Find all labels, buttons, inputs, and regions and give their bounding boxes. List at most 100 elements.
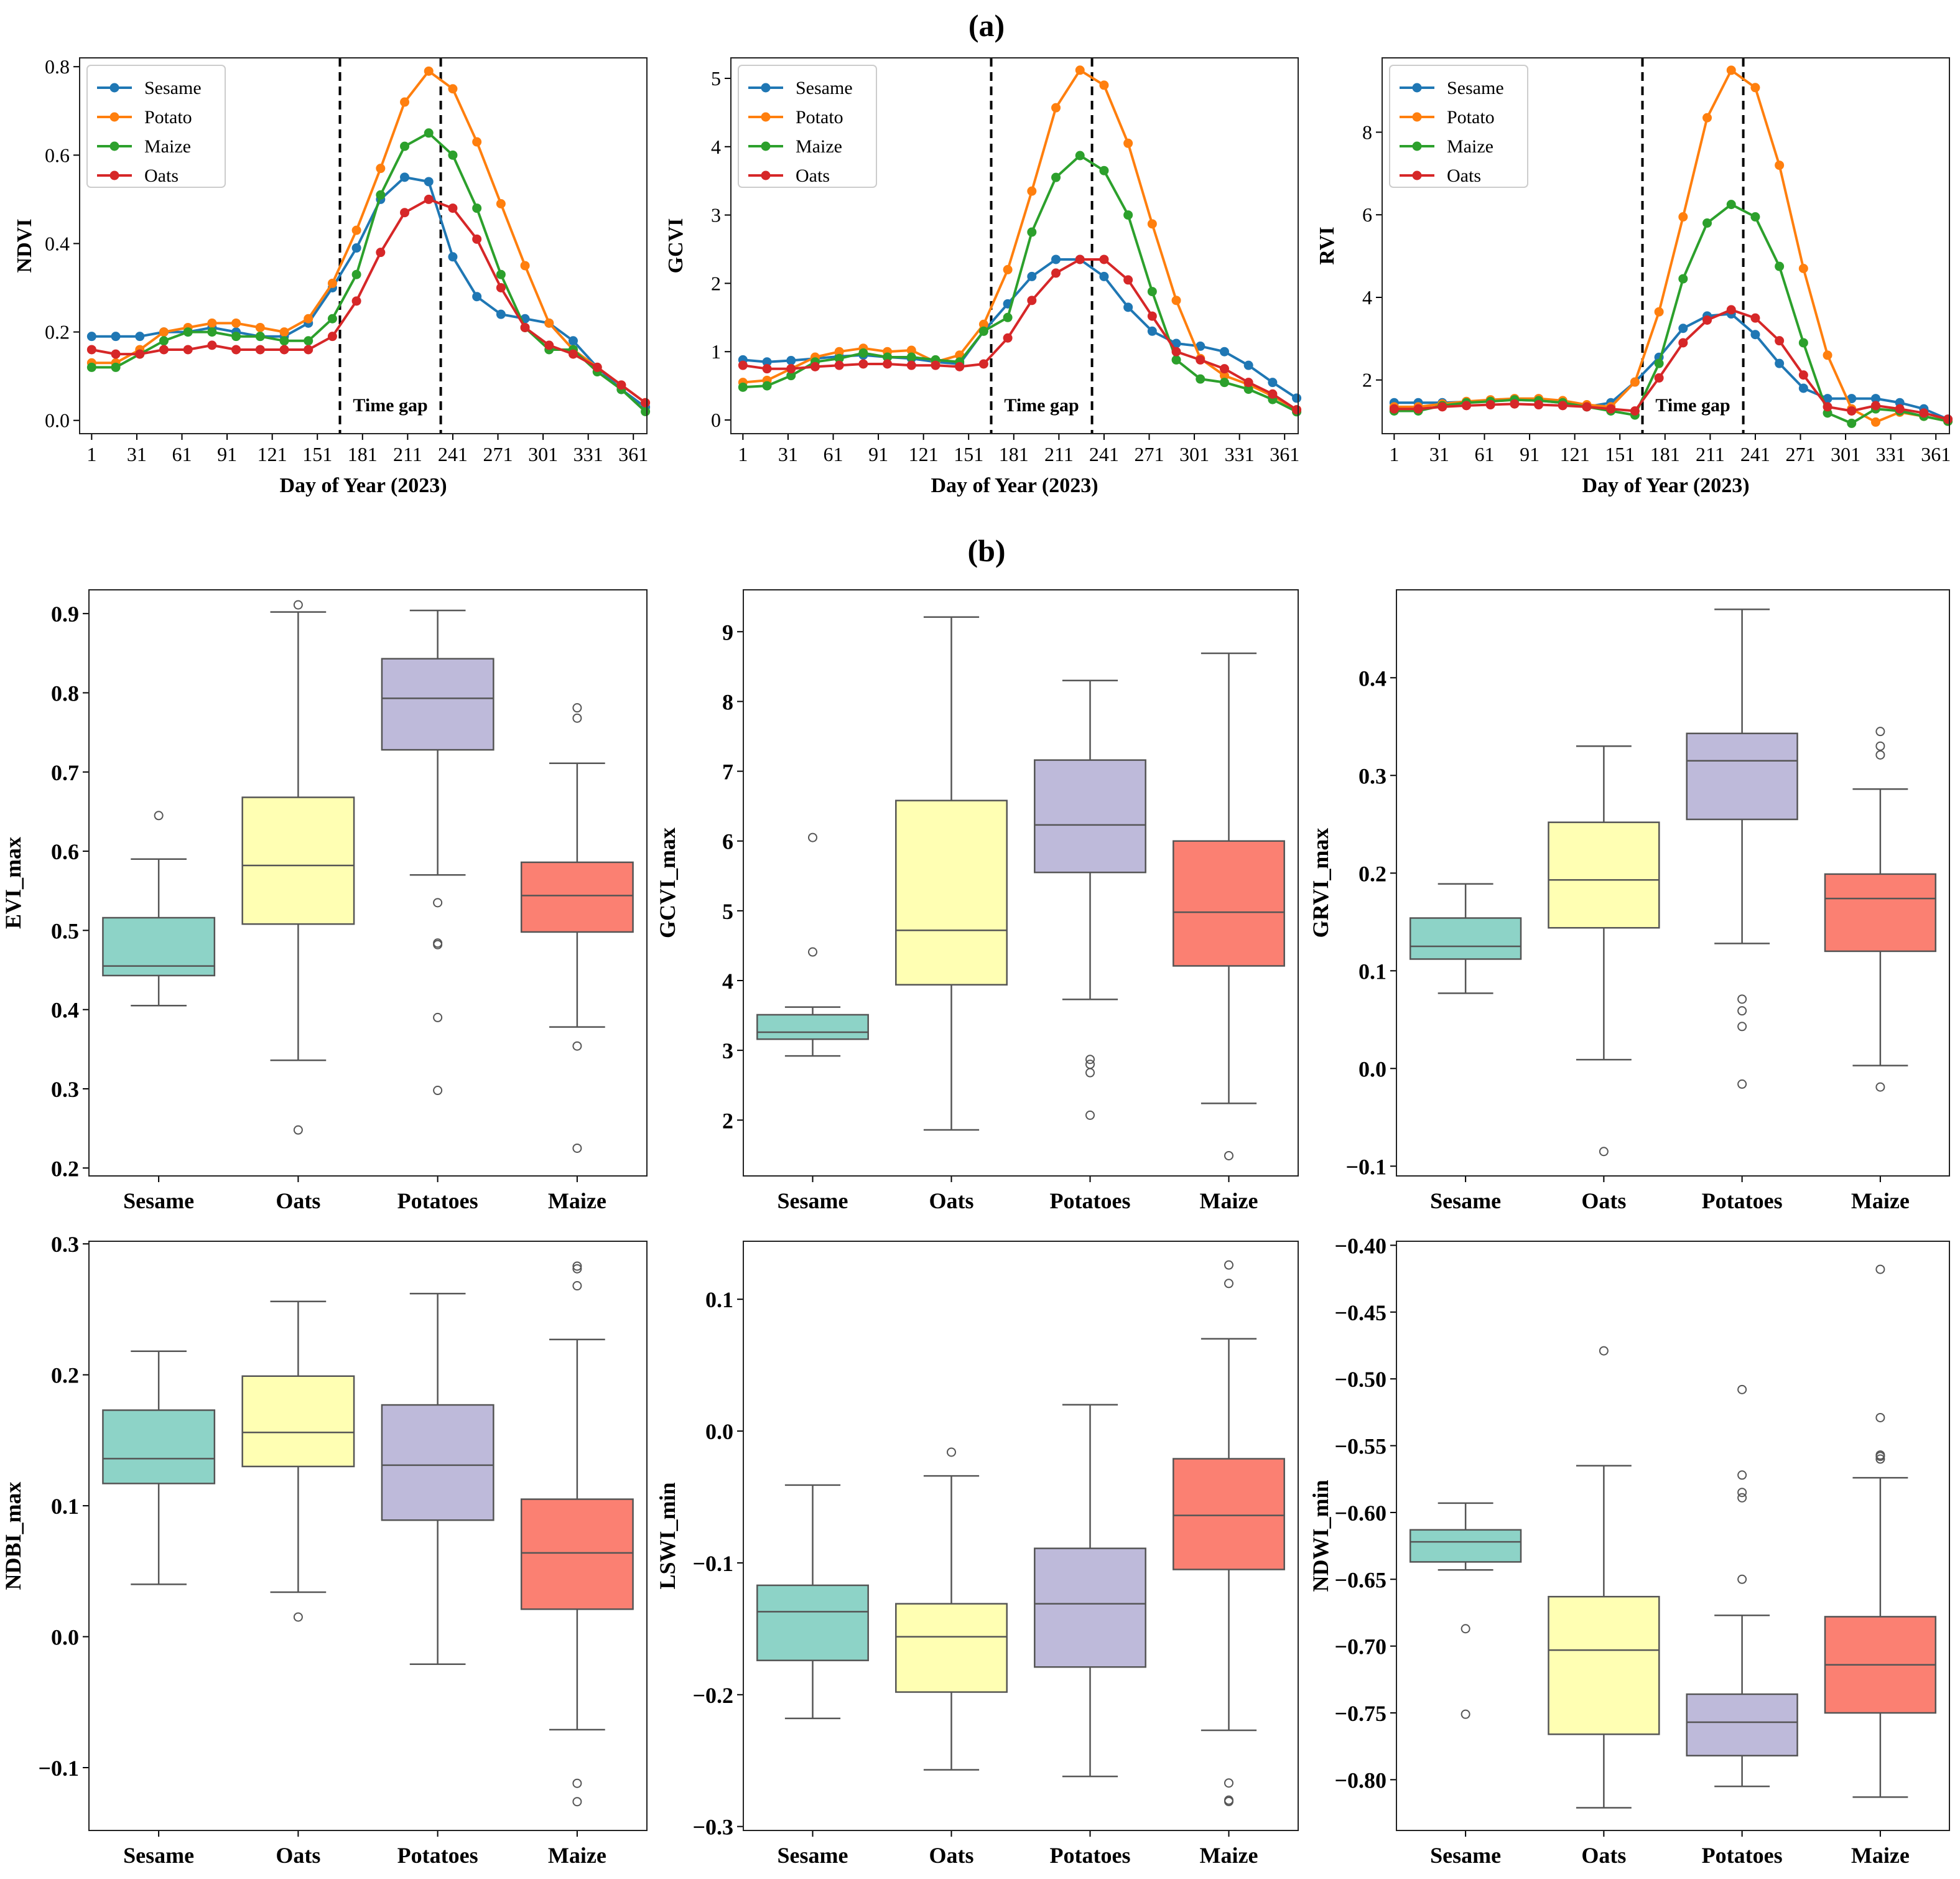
x-axis-label-ndvi: Day of Year (2023) (279, 474, 447, 497)
chart-ndbi_max: −0.1 0.0 0.1 0.2 0.3 NDBI_max Sesame Oats Potato… (1, 1232, 648, 1868)
legend-label-oats: Oats (796, 166, 830, 186)
data-point-oats (1413, 404, 1423, 414)
data-point-oats (1582, 402, 1592, 412)
legend-label-maize: Maize (796, 136, 842, 157)
data-point-oats (327, 332, 337, 342)
box-iqr (895, 1603, 1008, 1693)
x-tick-label-ndvi: 211 (393, 443, 422, 465)
box-iqr (1173, 840, 1285, 967)
data-point-sesame (1775, 358, 1785, 368)
y-tick-label-ndbi_max: 0.3 (51, 1232, 79, 1257)
box-oats (895, 616, 1008, 1131)
x-tick-label-ndwi_min: Potatoes (1702, 1843, 1783, 1868)
outlier-point (293, 1125, 303, 1135)
data-point-oats (1171, 347, 1181, 357)
data-point-potato (1219, 371, 1229, 381)
outlier-point (1875, 1412, 1885, 1422)
outlier-point (1224, 1279, 1233, 1289)
y-tick-label-evi_max: 0.6 (51, 839, 79, 864)
x-tick-label-ndvi: 121 (258, 443, 287, 465)
data-point-oats (1389, 404, 1399, 414)
data-point-oats (1147, 311, 1157, 321)
data-point-oats (883, 359, 893, 369)
data-point-oats (1123, 275, 1133, 285)
panel-label-a: (a) (968, 8, 1005, 43)
data-point-oats (786, 364, 796, 374)
data-point-oats (1895, 404, 1905, 414)
outlier-point (572, 1778, 582, 1788)
series-line-maize (743, 154, 1298, 413)
data-point-oats (448, 203, 458, 213)
data-point-oats (135, 349, 145, 359)
box-iqr (102, 1409, 216, 1485)
x-tick-label-grvi_max: Maize (1851, 1188, 1910, 1213)
data-point-oats (159, 345, 169, 355)
data-point-sesame (1147, 326, 1157, 336)
y-tick-label-ndwi_min: −0.60 (1334, 1501, 1386, 1526)
data-point-potato (376, 164, 386, 174)
x-tick-label-grvi_max: Sesame (1430, 1188, 1501, 1213)
y-tick-label-ndwi_min: −0.80 (1334, 1768, 1386, 1793)
outlier-point (1875, 1452, 1885, 1462)
legend-frame (738, 65, 877, 188)
y-tick-label-lswi_min: 0.0 (705, 1419, 733, 1444)
data-point-oats (279, 345, 289, 355)
legend-label-potato: Potato (144, 107, 192, 128)
outlier-point (433, 1086, 443, 1096)
data-point-maize (762, 381, 772, 391)
data-point-oats (351, 296, 361, 306)
x-tick-label-rvi: 331 (1876, 443, 1906, 465)
data-point-potato (159, 327, 169, 337)
data-point-oats (544, 340, 554, 350)
legend-label-maize: Maize (144, 136, 191, 157)
data-point-oats (1075, 254, 1085, 264)
data-point-potato (1003, 264, 1013, 274)
y-tick-label-ndvi: 0.0 (45, 409, 70, 432)
data-point-oats (810, 361, 820, 371)
data-point-sesame (1678, 324, 1688, 333)
data-point-maize (351, 269, 361, 279)
x-tick-label-grvi_max: Potatoes (1702, 1188, 1783, 1213)
y-tick-label-evi_max: 0.2 (51, 1156, 79, 1181)
x-tick-label-evi_max: Maize (548, 1188, 606, 1213)
data-point-sesame (1823, 394, 1832, 404)
y-tick-label-ndvi: 0.2 (45, 321, 70, 343)
data-point-oats (1798, 370, 1808, 380)
y-tick-label-gcvi_max: 8 (722, 689, 733, 714)
y-tick-label-gcvi_max: 3 (722, 1038, 733, 1063)
data-point-oats (1750, 313, 1760, 323)
data-point-potato (978, 319, 988, 329)
outlier-point (1737, 1384, 1747, 1394)
legend-label-sesame: Sesame (144, 78, 202, 98)
data-point-potato (1099, 80, 1109, 90)
data-point-maize (1726, 200, 1736, 210)
y-axis-label-lswi_min: LSWI_min (655, 1482, 680, 1589)
x-tick-label-lswi_min: Oats (929, 1843, 974, 1868)
data-point-oats (1051, 268, 1061, 278)
data-point-maize (496, 269, 506, 279)
y-tick-label-rvi: 2 (1362, 369, 1372, 391)
box-potatoes (1686, 1384, 1798, 1788)
data-point-oats (1870, 401, 1880, 411)
data-point-maize (641, 406, 651, 416)
data-point-potato (834, 347, 844, 357)
box-iqr (520, 861, 634, 933)
data-point-oats (1099, 254, 1109, 264)
box-iqr (1173, 1458, 1285, 1570)
x-tick-label-lswi_min: Sesame (778, 1843, 848, 1868)
x-tick-label-ndwi_min: Oats (1581, 1843, 1626, 1868)
y-tick-label-grvi_max: 0.1 (1359, 959, 1386, 984)
legend-marker-sesame (1412, 83, 1422, 93)
x-tick-label-rvi: 271 (1786, 443, 1816, 465)
x-tick-label-rvi: 151 (1605, 443, 1635, 465)
y-tick-label-gcvi: 1 (711, 340, 721, 363)
box-sesame (102, 1350, 216, 1585)
data-point-potato (400, 97, 410, 107)
data-point-potato (472, 137, 482, 147)
box-iqr (1548, 821, 1660, 929)
box-iqr (1824, 873, 1937, 953)
data-point-maize (906, 352, 916, 362)
data-point-potato (1027, 186, 1037, 196)
